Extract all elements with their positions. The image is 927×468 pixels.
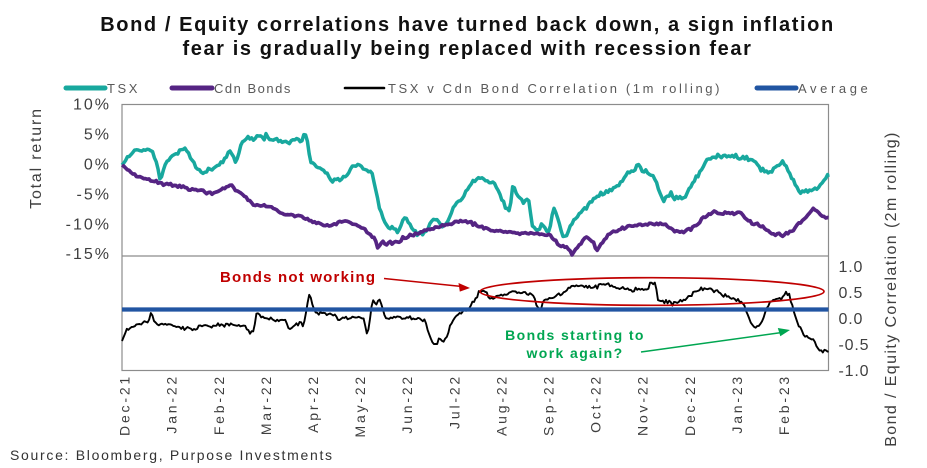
svg-text:Bond / Equity Correlation (2m: Bond / Equity Correlation (2m rolling) [883, 131, 900, 447]
svg-text:Dec-22: Dec-22 [682, 374, 698, 436]
svg-text:10%: 10% [73, 97, 111, 114]
svg-text:-5%: -5% [77, 186, 111, 203]
svg-text:-1.0: -1.0 [839, 363, 870, 380]
svg-text:Nov-22: Nov-22 [635, 374, 651, 436]
svg-text:May-22: May-22 [352, 374, 368, 437]
svg-text:Feb-22: Feb-22 [211, 374, 227, 435]
svg-text:Jun-22: Jun-22 [399, 374, 415, 434]
svg-text:5%: 5% [84, 127, 111, 144]
svg-text:0%: 0% [84, 157, 111, 174]
svg-text:Mar-22: Mar-22 [258, 374, 274, 435]
svg-text:Apr-22: Apr-22 [305, 374, 321, 433]
svg-text:Dec-21: Dec-21 [117, 374, 133, 436]
svg-text:Feb-23: Feb-23 [776, 374, 792, 435]
svg-text:Total return: Total return [28, 107, 45, 209]
svg-text:Aug-22: Aug-22 [493, 374, 509, 436]
svg-text:-10%: -10% [66, 216, 111, 233]
svg-text:-15%: -15% [66, 246, 111, 263]
svg-text:Jan-23: Jan-23 [729, 374, 745, 434]
svg-text:1.0: 1.0 [839, 259, 864, 276]
svg-text:-0.5: -0.5 [839, 337, 870, 354]
svg-text:Jan-22: Jan-22 [164, 374, 180, 434]
svg-text:Jul-22: Jul-22 [446, 374, 462, 429]
svg-text:Oct-22: Oct-22 [588, 374, 604, 433]
svg-text:Sep-22: Sep-22 [541, 374, 557, 436]
svg-text:0.0: 0.0 [839, 311, 864, 328]
svg-text:0.5: 0.5 [839, 285, 864, 302]
